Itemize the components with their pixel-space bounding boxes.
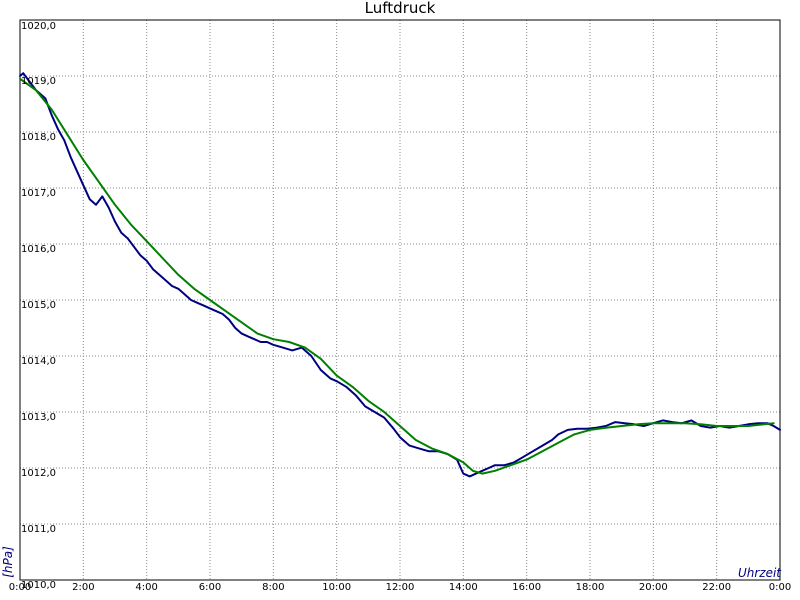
series-layer xyxy=(19,72,781,478)
y-tick-label: 1019,0 xyxy=(21,76,56,87)
x-axis-label: Uhrzeit xyxy=(738,566,782,580)
x-tick-label: 8:00 xyxy=(262,582,284,593)
y-tick-label: 1014,0 xyxy=(21,356,56,367)
x-tick-label: 6:00 xyxy=(199,582,221,593)
y-tick-label: 1013,0 xyxy=(21,412,56,423)
y-tick-label: 1011,0 xyxy=(21,524,56,535)
y-tick-label: 1015,0 xyxy=(21,300,56,311)
x-tick-label: 14:00 xyxy=(449,582,478,593)
series-line-1 xyxy=(19,72,781,478)
y-tick-label: 1018,0 xyxy=(21,132,56,143)
x-tick-label: 20:00 xyxy=(639,582,668,593)
x-tick-label: 12:00 xyxy=(386,582,415,593)
series-line-2 xyxy=(19,77,775,475)
chart-title: Luftdruck xyxy=(365,0,436,17)
x-tick-label: 2:00 xyxy=(72,582,94,593)
x-tick-label: 4:00 xyxy=(135,582,157,593)
plot-frame xyxy=(19,19,781,581)
y-axis-label: [hPa] xyxy=(1,546,15,578)
x-tick-label: 0:00 xyxy=(769,582,791,593)
y-tick-label: 1010,0 xyxy=(21,580,56,591)
y-tick-label: 1012,0 xyxy=(21,468,56,479)
tick-labels: 0:00 2:00 4:00 6:00 8:00 10:00 12:00 14:00 16:00… xyxy=(9,21,791,593)
y-tick-label: 1017,0 xyxy=(21,188,56,199)
y-tick-label: 1016,0 xyxy=(21,244,56,255)
y-tick-label: 1020,0 xyxy=(21,21,56,32)
x-tick-label: 18:00 xyxy=(576,582,605,593)
x-tick-label: 16:00 xyxy=(512,582,541,593)
x-tick-label: 0:00 xyxy=(9,582,31,593)
grid xyxy=(20,20,780,580)
x-tick-label: 10:00 xyxy=(322,582,351,593)
x-tick-label: 22:00 xyxy=(702,582,731,593)
